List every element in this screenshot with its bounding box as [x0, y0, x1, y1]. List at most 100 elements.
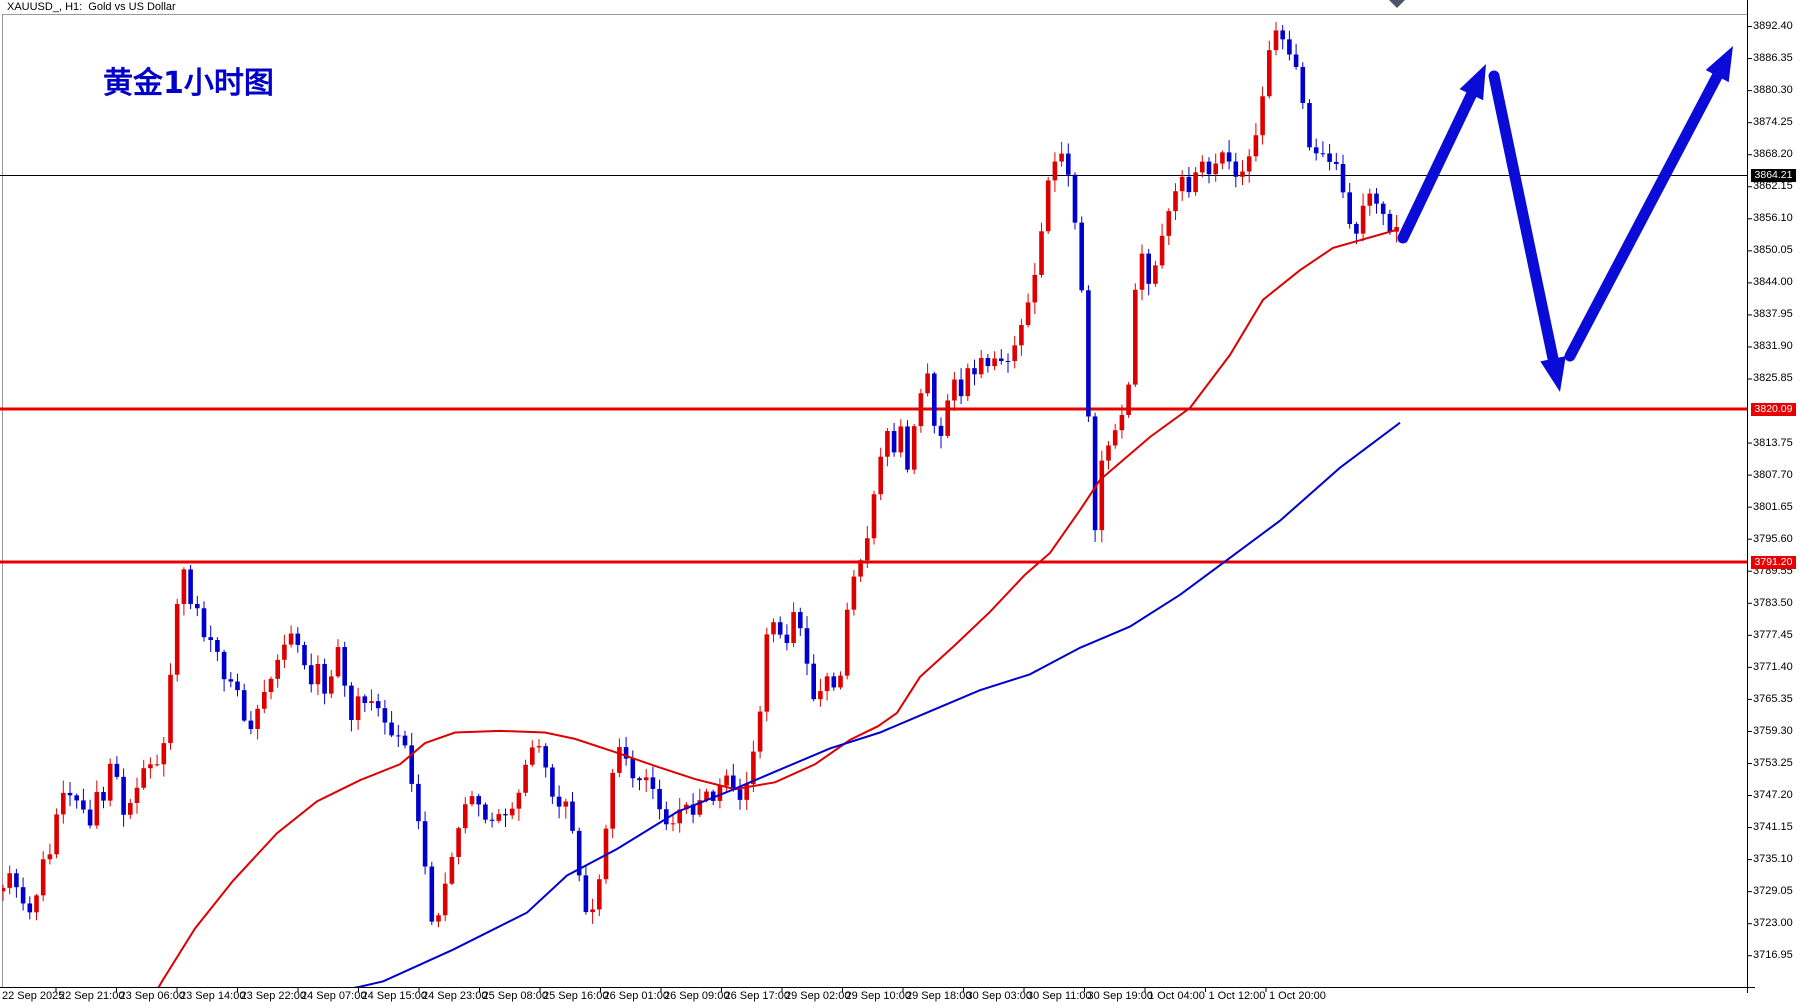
price-axis-label: 3741.15: [1753, 821, 1793, 834]
bull-candle: [744, 784, 749, 800]
bull-candle: [2, 887, 6, 892]
bear-candle: [1347, 192, 1352, 224]
bull-candle: [771, 622, 776, 635]
price-axis-label: 3868.20: [1753, 148, 1793, 161]
current-price-tag: 3864.21: [1751, 169, 1796, 182]
bear-candle: [1287, 39, 1292, 55]
bull-candle: [128, 802, 133, 815]
bear-candle: [784, 634, 790, 644]
bull-candle: [617, 747, 622, 773]
time-axis-label: 29 Sep 18:00: [906, 990, 972, 1002]
bear-candle: [1340, 163, 1346, 193]
bull-candle: [858, 560, 863, 577]
bull-candle: [717, 785, 723, 801]
bull-candle: [442, 883, 448, 916]
bear-candle: [476, 796, 481, 805]
time-axis-label: 26 Sep 17:00: [724, 990, 790, 1002]
bear-candle: [637, 778, 642, 781]
bear-candle: [389, 722, 394, 736]
bear-candle: [1307, 103, 1312, 148]
projection-arrow[interactable]: [1564, 46, 1733, 362]
bear-candle: [188, 569, 193, 605]
chart-title: XAUUSD_, H1: Gold vs US Dollar: [7, 1, 176, 13]
bear-candle: [999, 358, 1004, 361]
chinese-annotation: 黄金1小时图: [103, 66, 274, 101]
bear-candle: [1186, 176, 1192, 193]
time-axis-label: 29 Sep 02:00: [785, 990, 851, 1002]
bull-candle: [369, 701, 374, 704]
bull-candle: [878, 456, 883, 495]
bull-candle: [1139, 253, 1145, 290]
bull-candle: [1166, 211, 1172, 236]
bull-candle: [1099, 460, 1105, 531]
projection-arrow[interactable]: [1397, 64, 1486, 244]
bull-candle: [1025, 302, 1031, 326]
bull-candle: [1267, 50, 1272, 97]
time-axis-label: 22 Sep 2025: [2, 990, 65, 1002]
bear-candle: [302, 644, 307, 666]
bear-candle: [402, 735, 408, 746]
bear-candle: [664, 809, 669, 825]
bull-candle: [952, 379, 957, 401]
bear-candle: [14, 873, 19, 888]
bull-candle: [851, 576, 857, 610]
bull-candle: [1032, 274, 1038, 303]
bear-candle: [1313, 147, 1319, 154]
bull-candle: [174, 604, 180, 675]
bear-candle: [777, 622, 783, 635]
bear-candle: [87, 809, 93, 826]
bull-candle: [1126, 384, 1131, 415]
bear-candle: [570, 801, 575, 831]
bear-candle: [20, 887, 26, 904]
price-axis-label: 3825.85: [1753, 372, 1793, 385]
arrowhead-icon: [1540, 356, 1566, 392]
price-axis-label: 3753.25: [1753, 756, 1793, 769]
bear-candle: [416, 783, 421, 822]
arrowhead-icon: [1459, 64, 1486, 101]
time-axis-label: 25 Sep 16:00: [543, 990, 609, 1002]
time-axis-label: 23 Sep 14:00: [180, 990, 246, 1002]
bull-candle: [1193, 172, 1198, 193]
bear-candle: [657, 788, 662, 810]
price-axis-label: 3765.35: [1753, 692, 1793, 705]
projection-arrow[interactable]: [1488, 70, 1566, 392]
bull-candle: [1220, 152, 1225, 164]
bear-candle: [804, 628, 810, 664]
bear-candle: [503, 814, 508, 816]
price-axis-label: 3837.95: [1753, 308, 1793, 321]
bull-candle: [463, 804, 468, 829]
resistance-price-tag[interactable]: 3820.09: [1751, 403, 1796, 416]
bear-candle: [422, 821, 428, 867]
bear-candle: [972, 368, 977, 375]
bear-candle: [208, 637, 213, 641]
bear-candle: [195, 604, 200, 609]
bull-candle: [670, 823, 676, 825]
bull-candle: [509, 808, 515, 816]
bear-candle: [1354, 223, 1359, 234]
bull-candle: [449, 856, 455, 884]
bull-candle: [1253, 135, 1259, 157]
price-axis-label: 3735.10: [1753, 853, 1793, 866]
bear-candle: [1005, 360, 1011, 362]
bear-candle: [1079, 222, 1084, 291]
price-axis-label: 3862.15: [1753, 180, 1793, 193]
price-axis-label: 3880.30: [1753, 84, 1793, 97]
bear-candle: [228, 679, 234, 682]
time-axis-label: 26 Sep 01:00: [603, 990, 669, 1002]
bear-candle: [1374, 193, 1379, 204]
time-axis-label: 24 Sep 07:00: [301, 990, 367, 1002]
bull-candle: [1045, 180, 1051, 232]
bull-candle: [94, 792, 100, 826]
bear-candle: [101, 792, 106, 801]
ma-slow-line: [353, 421, 1401, 987]
bull-candle: [791, 612, 796, 644]
bear-candle: [958, 379, 964, 397]
bull-candle: [1019, 325, 1024, 346]
support-price-tag[interactable]: 3791.20: [1751, 556, 1796, 569]
bull-candle: [496, 814, 502, 821]
bull-candle: [523, 764, 528, 793]
bull-candle: [54, 814, 59, 855]
time-axis-label: 23 Sep 22:00: [240, 990, 306, 1002]
bear-candle: [1320, 153, 1326, 155]
